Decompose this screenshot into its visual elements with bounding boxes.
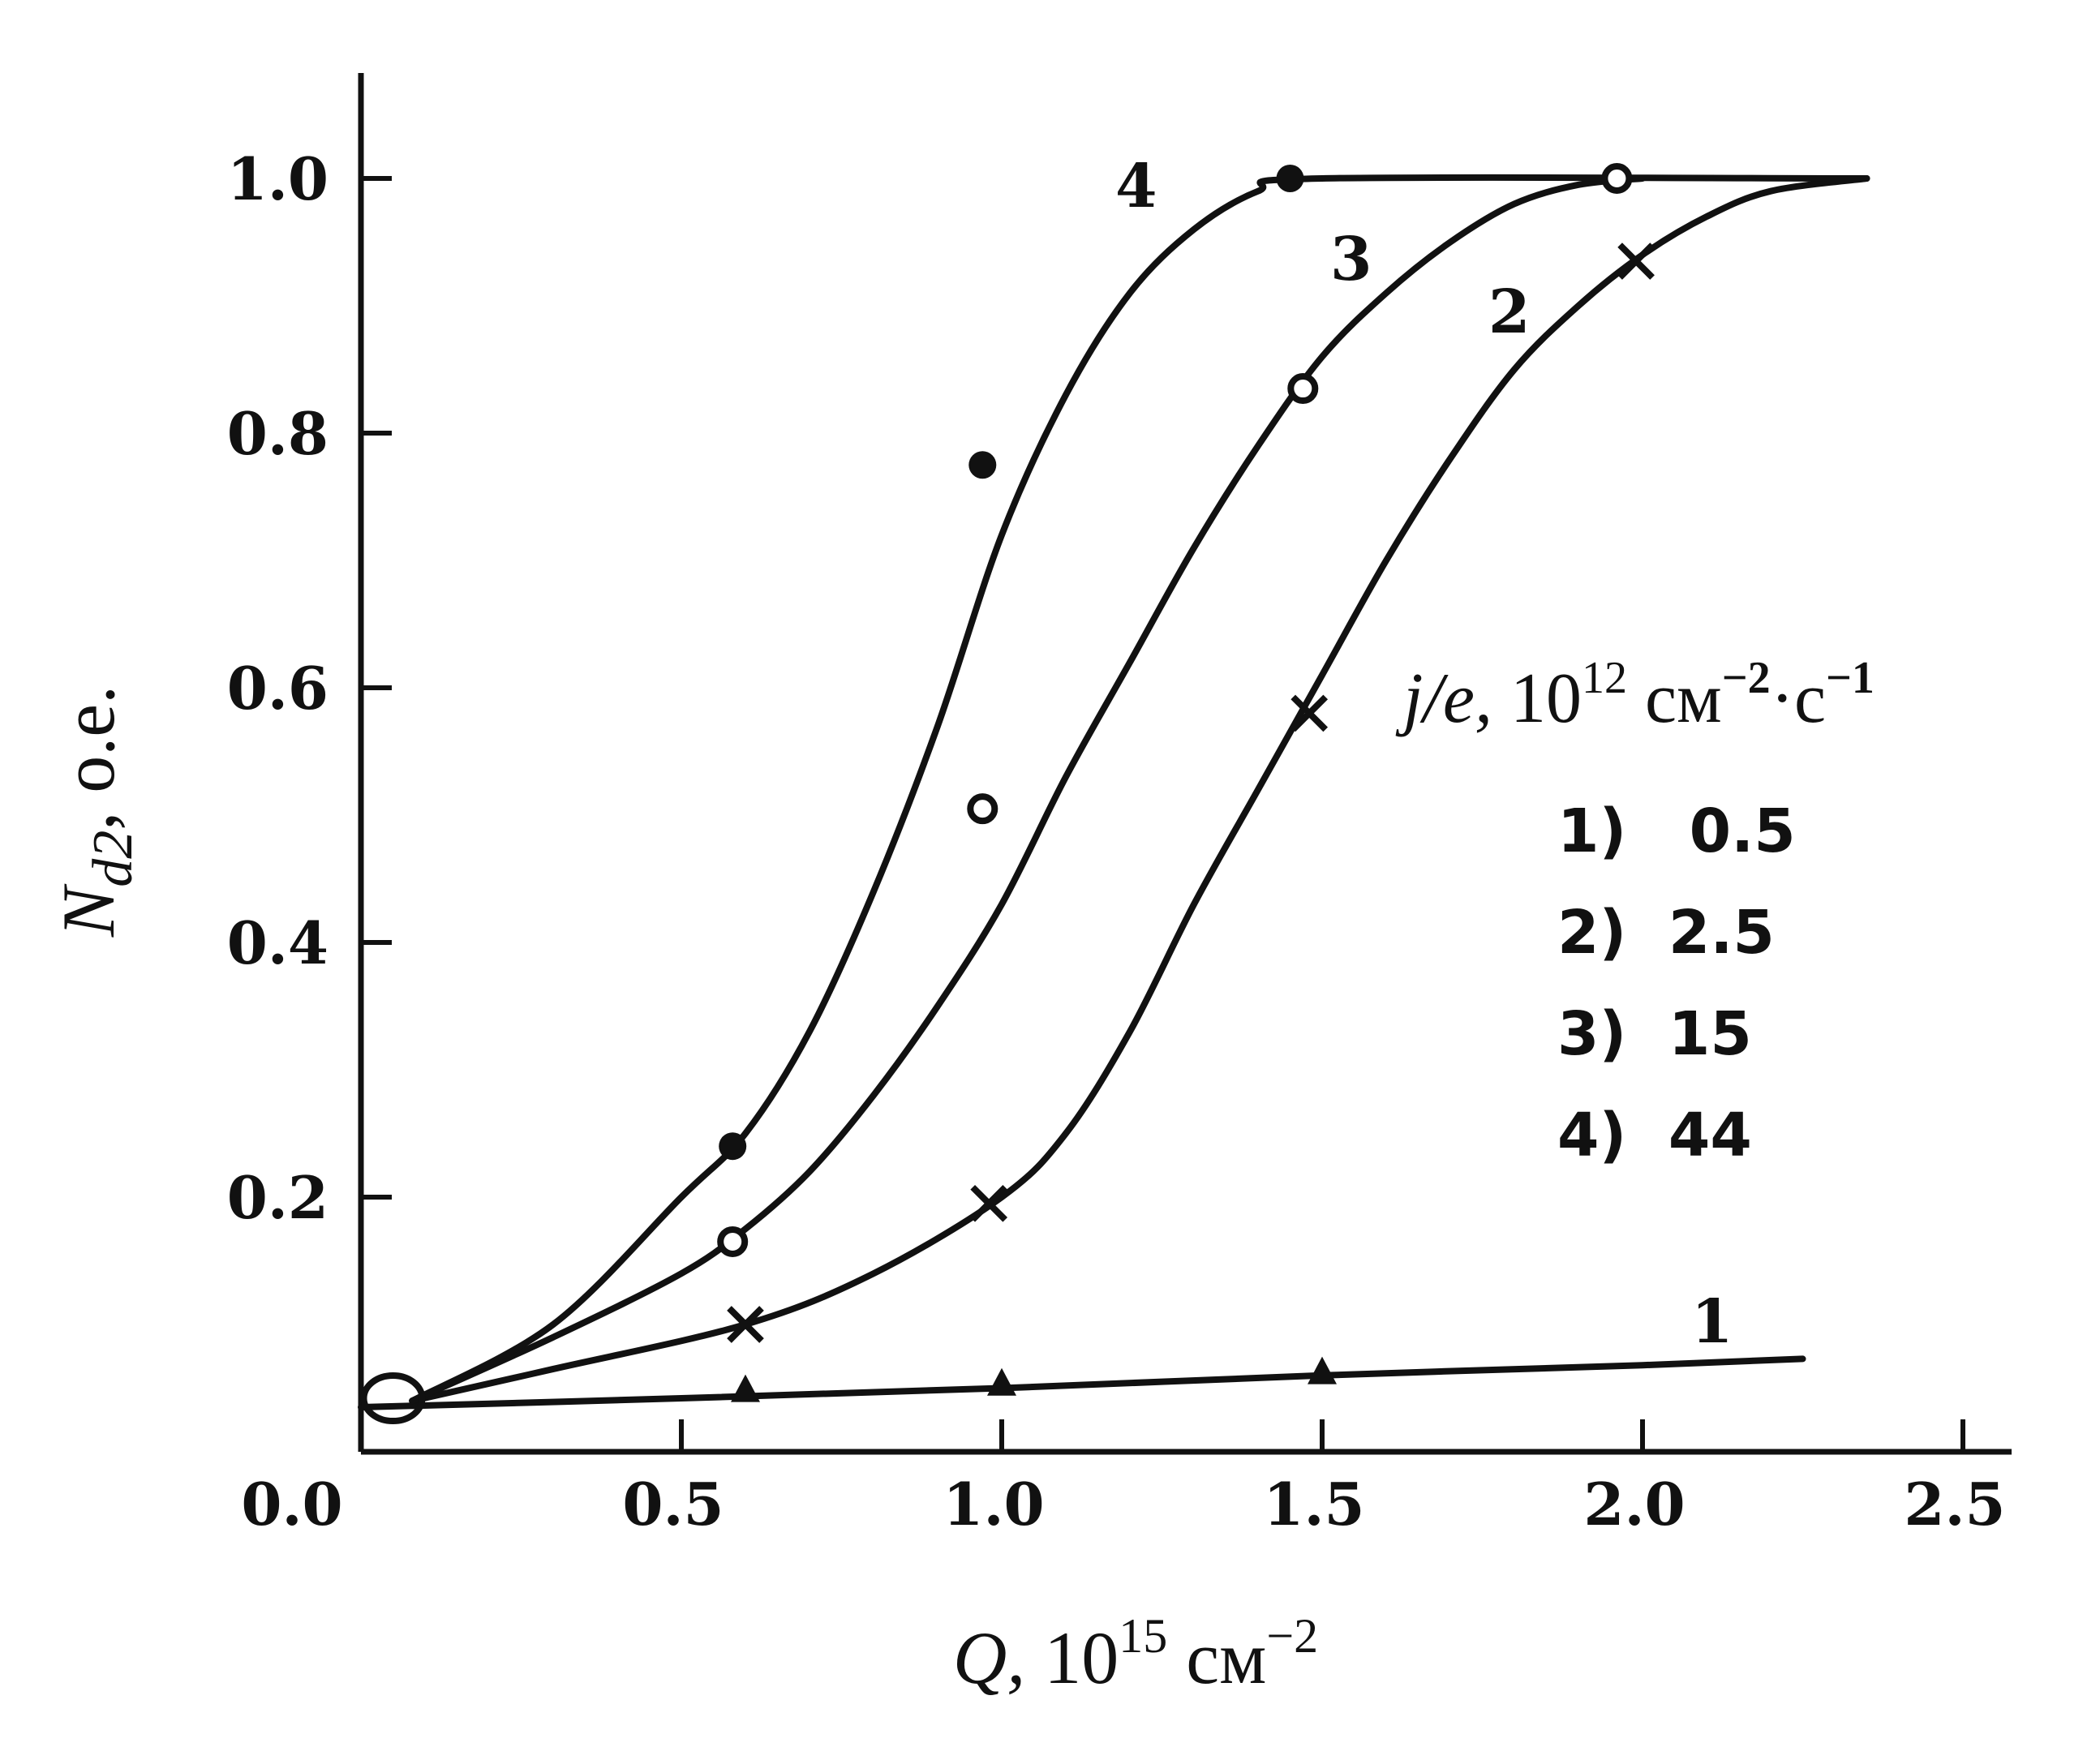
x-tick-label: 1.0: [943, 1470, 1044, 1539]
ticks: 0.0 0.5 1.0 1.5 2.0 2.5 0.2 0.4 0.6 0.8 1.0: [227, 144, 2006, 1539]
y-tick-label: 0.6: [227, 654, 329, 723]
curve-label-2: 2: [1488, 277, 1531, 347]
series-3-line: [409, 175, 1646, 1405]
series-1-point: [987, 1367, 1016, 1396]
x-tick-label: 0.5: [622, 1470, 724, 1539]
x-tick-label: 0.0: [241, 1470, 342, 1539]
series-3-point: [1287, 373, 1319, 405]
y-axis-label: Nd2, о.е.: [47, 685, 144, 938]
series-2-point: [970, 1185, 1008, 1222]
origin-marker: [360, 1372, 426, 1425]
series-2-line: [409, 175, 1870, 1405]
curve-label-3: 3: [1330, 225, 1372, 294]
series-1-line: [358, 1355, 1806, 1411]
axes: [358, 73, 2012, 1455]
series-2-point: [727, 1306, 764, 1343]
series-1-point: [731, 1374, 760, 1402]
x-tick-label: 2.0: [1583, 1470, 1685, 1539]
y-tick-label: 0.8: [227, 399, 329, 468]
y-tick-label: 1.0: [227, 144, 329, 213]
legend-entry-1: 1) 0.5: [1557, 796, 1796, 866]
y-tick-label: 0.2: [227, 1163, 329, 1232]
curve-label-4: 4: [1115, 152, 1157, 221]
x-tick-label: 2.5: [1904, 1470, 2005, 1539]
curves: [358, 174, 1870, 1411]
y-tick-label: 0.4: [227, 908, 329, 977]
x-tick-label: 1.5: [1263, 1470, 1364, 1539]
series-2-point: [1617, 243, 1655, 280]
series-2-point: [1290, 694, 1329, 732]
series-4-line: [409, 174, 1870, 1405]
markers: [360, 163, 1655, 1425]
x-axis-label: Q, 1015 см−2: [953, 1609, 1318, 1699]
series-4-point: [1276, 165, 1304, 192]
series-3-point: [717, 1226, 749, 1257]
legend-title: j/e, 1012 см−2·с−1: [1395, 653, 1875, 738]
legend-entry-2: 2) 2.5: [1557, 898, 1775, 968]
curve-label-1: 1: [1691, 1287, 1733, 1357]
series-3-point: [1601, 163, 1633, 194]
series-1-point: [1308, 1356, 1337, 1384]
series-4-point: [968, 451, 997, 479]
legend-entry-3: 3) 15: [1557, 999, 1752, 1069]
series-4-point: [719, 1132, 747, 1161]
legend: j/e, 1012 см−2·с−1 1) 0.5 2) 2.5 3) 15 4…: [1395, 653, 1875, 1170]
legend-entry-4: 4) 44: [1557, 1101, 1752, 1170]
series-3-point: [967, 793, 998, 825]
